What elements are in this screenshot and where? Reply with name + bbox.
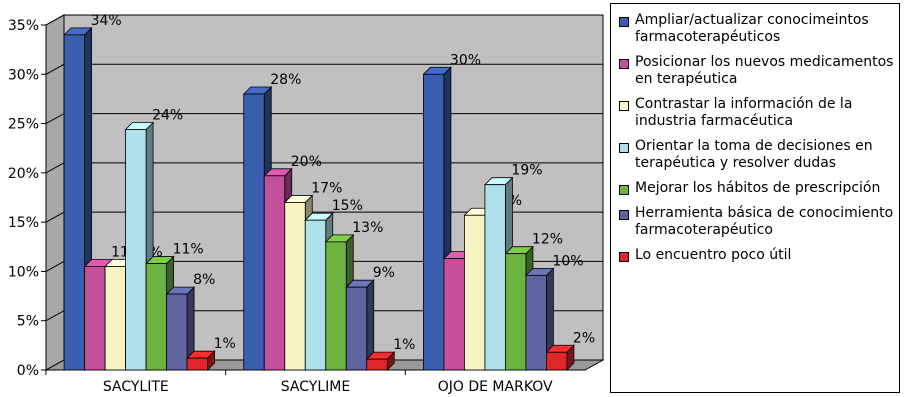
bar [546,351,568,371]
legend-item: Contrastar la información de la industri… [619,96,895,130]
bar [243,93,265,371]
gridline [45,14,603,26]
y-tick-label: 20% [8,166,39,182]
y-tick-label: 10% [8,264,39,280]
legend-swatch [619,210,629,220]
data-label: 24% [152,107,183,123]
legend-item: Posicionar los nuevos medicamentos en te… [619,54,895,88]
bar [423,73,445,371]
data-label: 20% [291,154,322,170]
x-tick-label: SACYLIME [281,379,350,395]
data-label: 17% [311,180,342,196]
data-label: 13% [352,220,383,236]
bar [284,202,306,371]
y-tick-label: 5% [17,314,39,330]
legend-label: Mejorar los hábitos de prescripción [635,180,881,196]
data-label: 30% [450,52,481,68]
bar [366,358,388,371]
y-tick-label: 25% [8,117,39,133]
legend-item: Ampliar/actualizar conocimeintos farmaco… [619,12,895,46]
legend-item: Lo encuentro poco útil [619,247,895,264]
bar-chart: 0%5%10%15%20%25%30%35%SACYLITE34%11%11%2… [8,13,604,395]
y-tick-label: 0% [17,363,39,379]
bar [443,258,465,371]
data-label: 11% [173,242,204,258]
legend-swatch [619,59,629,69]
legend-swatch [619,185,629,195]
legend-label: Orientar la toma de decisiones en terapé… [635,138,873,171]
data-label: 15% [332,198,363,214]
bar [304,219,327,371]
x-tick-label: SACYLITE [103,379,169,395]
data-label: 19% [511,163,542,179]
legend-label: Ampliar/actualizar conocimeintos farmaco… [635,12,869,45]
data-label: 10% [552,253,583,269]
bar [104,266,126,371]
data-label: 34% [91,13,122,29]
legend-label: Contrastar la información de la industri… [635,96,853,129]
bar [325,241,347,371]
bar [263,175,286,371]
legend-label: Lo encuentro poco útil [635,247,792,263]
bar [125,129,147,371]
bar [345,286,368,371]
legend-label: Herramienta básica de conocimiento farma… [635,205,894,238]
chart-legend: Ampliar/actualizar conocimeintos farmaco… [610,3,900,393]
legend-swatch [619,252,629,262]
y-tick-label: 15% [8,215,39,231]
y-tick-label: 30% [8,67,39,83]
legend-item: Herramienta básica de conocimiento farma… [619,205,895,239]
data-label: 28% [270,72,301,88]
legend-swatch [619,17,629,27]
data-label: 9% [373,265,395,281]
bar [63,34,85,371]
bar [145,263,167,371]
data-label: 2% [573,330,595,346]
legend-label: Posicionar los nuevos medicamentos en te… [635,54,894,87]
plot-side-wall [45,14,65,371]
data-label: 1% [393,337,415,353]
data-label: 8% [193,272,215,288]
bar [166,293,188,371]
data-label: 12% [532,232,563,248]
bar [186,357,208,371]
legend-item: Mejorar los hábitos de prescripción [619,180,895,197]
bar [525,274,547,371]
y-tick-label: 35% [8,18,39,34]
legend-item: Orientar la toma de decisiones en terapé… [619,138,895,172]
data-label: 1% [214,336,236,352]
bar [464,214,486,371]
legend-swatch [619,143,629,153]
x-tick-label: OJO DE MARKOV [438,379,553,395]
bar [505,253,527,371]
legend-swatch [619,101,629,111]
bar [84,266,106,371]
bar [484,184,506,371]
